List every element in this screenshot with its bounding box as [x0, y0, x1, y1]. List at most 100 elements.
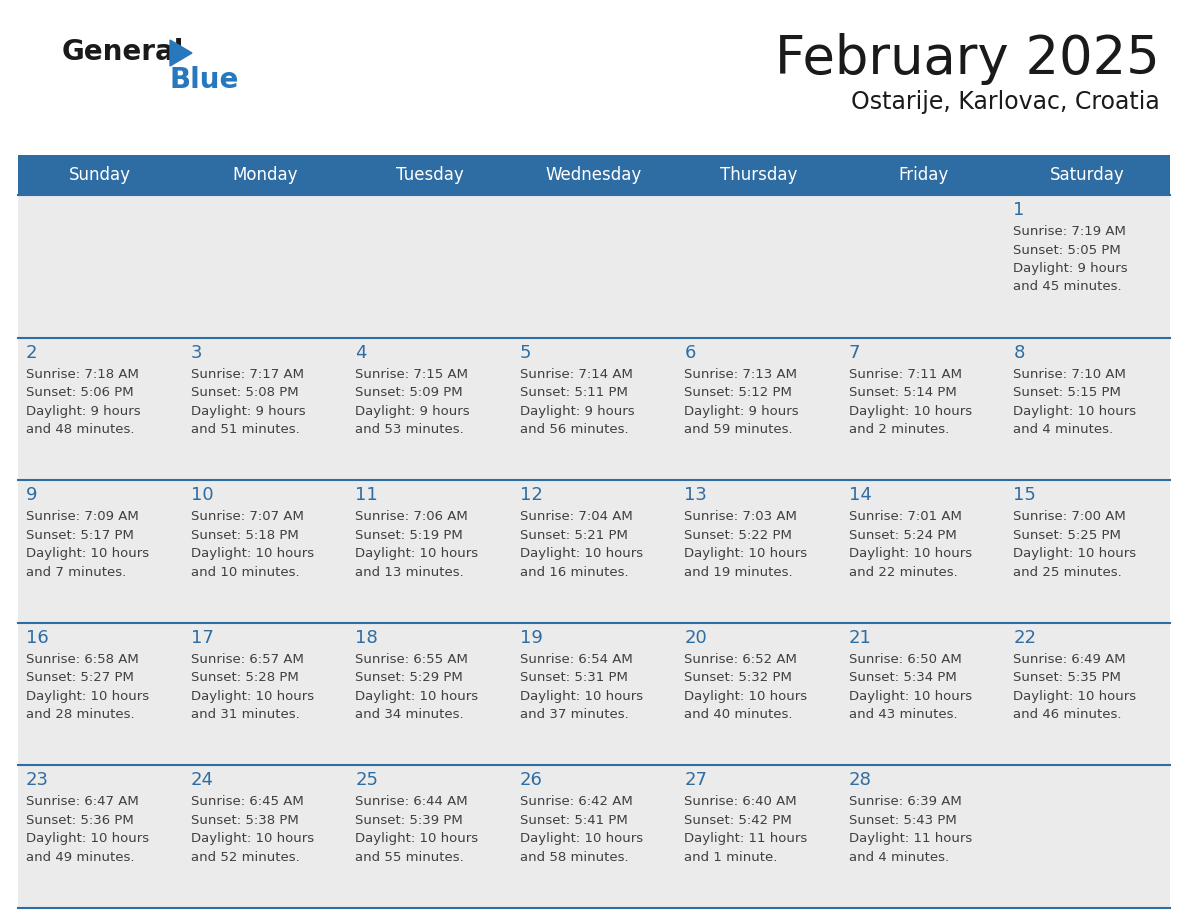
Bar	[512, 338, 676, 480]
Text: Sunrise: 6:42 AM: Sunrise: 6:42 AM	[519, 795, 632, 809]
Text: Sunset: 5:09 PM: Sunset: 5:09 PM	[355, 386, 463, 399]
Text: Daylight: 10 hours: Daylight: 10 hours	[1013, 405, 1137, 418]
Bar	[1005, 766, 1170, 908]
Bar	[512, 766, 676, 908]
Bar	[1005, 155, 1170, 195]
Text: and 34 minutes.: and 34 minutes.	[355, 709, 463, 722]
Text: Sunrise: 7:18 AM: Sunrise: 7:18 AM	[26, 367, 139, 381]
Text: 9: 9	[26, 487, 38, 504]
Text: Sunset: 5:28 PM: Sunset: 5:28 PM	[190, 671, 298, 684]
Text: and 2 minutes.: and 2 minutes.	[849, 423, 949, 436]
Text: 20: 20	[684, 629, 707, 647]
Text: Tuesday: Tuesday	[396, 166, 463, 184]
Text: Sunrise: 7:07 AM: Sunrise: 7:07 AM	[190, 510, 303, 523]
Text: Daylight: 11 hours: Daylight: 11 hours	[684, 833, 808, 845]
Text: 26: 26	[519, 771, 543, 789]
Text: and 28 minutes.: and 28 minutes.	[26, 709, 134, 722]
Text: Sunrise: 6:55 AM: Sunrise: 6:55 AM	[355, 653, 468, 666]
Text: 19: 19	[519, 629, 543, 647]
Text: and 58 minutes.: and 58 minutes.	[519, 851, 628, 864]
Text: Sunset: 5:22 PM: Sunset: 5:22 PM	[684, 529, 792, 542]
Text: Sunset: 5:42 PM: Sunset: 5:42 PM	[684, 814, 792, 827]
Text: and 53 minutes.: and 53 minutes.	[355, 423, 463, 436]
Text: Daylight: 10 hours: Daylight: 10 hours	[26, 547, 150, 560]
Text: Daylight: 10 hours: Daylight: 10 hours	[849, 689, 972, 703]
Text: Sunrise: 7:19 AM: Sunrise: 7:19 AM	[1013, 225, 1126, 238]
Text: and 48 minutes.: and 48 minutes.	[26, 423, 134, 436]
Bar	[676, 622, 841, 766]
Text: Sunset: 5:24 PM: Sunset: 5:24 PM	[849, 529, 956, 542]
Text: Sunrise: 7:04 AM: Sunrise: 7:04 AM	[519, 510, 632, 523]
Text: Sunset: 5:38 PM: Sunset: 5:38 PM	[190, 814, 298, 827]
Text: 7: 7	[849, 343, 860, 362]
Bar	[347, 480, 512, 622]
Bar	[347, 338, 512, 480]
Bar	[676, 195, 841, 338]
Text: Daylight: 10 hours: Daylight: 10 hours	[355, 689, 479, 703]
Text: Sunset: 5:32 PM: Sunset: 5:32 PM	[684, 671, 792, 684]
Bar	[18, 622, 183, 766]
Bar	[512, 155, 676, 195]
Bar	[676, 766, 841, 908]
Bar	[347, 622, 512, 766]
Text: Sunset: 5:43 PM: Sunset: 5:43 PM	[849, 814, 956, 827]
Bar	[183, 766, 347, 908]
Text: Daylight: 10 hours: Daylight: 10 hours	[26, 689, 150, 703]
Text: Sunrise: 6:52 AM: Sunrise: 6:52 AM	[684, 653, 797, 666]
Text: 6: 6	[684, 343, 696, 362]
Text: Sunset: 5:08 PM: Sunset: 5:08 PM	[190, 386, 298, 399]
Text: and 31 minutes.: and 31 minutes.	[190, 709, 299, 722]
Text: Friday: Friday	[898, 166, 948, 184]
Text: Sunrise: 6:58 AM: Sunrise: 6:58 AM	[26, 653, 139, 666]
Text: and 7 minutes.: and 7 minutes.	[26, 565, 126, 578]
Bar	[841, 480, 1005, 622]
Text: Sunset: 5:19 PM: Sunset: 5:19 PM	[355, 529, 463, 542]
Text: Daylight: 10 hours: Daylight: 10 hours	[849, 405, 972, 418]
Text: Sunset: 5:25 PM: Sunset: 5:25 PM	[1013, 529, 1121, 542]
Text: 15: 15	[1013, 487, 1036, 504]
Bar	[18, 480, 183, 622]
Text: 28: 28	[849, 771, 872, 789]
Bar	[841, 195, 1005, 338]
Text: Sunset: 5:12 PM: Sunset: 5:12 PM	[684, 386, 792, 399]
Text: 5: 5	[519, 343, 531, 362]
Text: Sunrise: 7:00 AM: Sunrise: 7:00 AM	[1013, 510, 1126, 523]
Text: Daylight: 10 hours: Daylight: 10 hours	[519, 547, 643, 560]
Bar	[841, 338, 1005, 480]
Text: Sunrise: 7:13 AM: Sunrise: 7:13 AM	[684, 367, 797, 381]
Bar	[183, 155, 347, 195]
Bar	[18, 155, 183, 195]
Text: and 40 minutes.: and 40 minutes.	[684, 709, 792, 722]
Text: Sunrise: 6:44 AM: Sunrise: 6:44 AM	[355, 795, 468, 809]
Bar	[183, 480, 347, 622]
Text: Sunrise: 7:09 AM: Sunrise: 7:09 AM	[26, 510, 139, 523]
Text: Sunset: 5:06 PM: Sunset: 5:06 PM	[26, 386, 133, 399]
Text: Sunrise: 6:49 AM: Sunrise: 6:49 AM	[1013, 653, 1126, 666]
Text: and 55 minutes.: and 55 minutes.	[355, 851, 463, 864]
Bar	[1005, 480, 1170, 622]
Text: 11: 11	[355, 487, 378, 504]
Text: 3: 3	[190, 343, 202, 362]
Text: Sunset: 5:05 PM: Sunset: 5:05 PM	[1013, 243, 1121, 256]
Text: and 22 minutes.: and 22 minutes.	[849, 565, 958, 578]
Bar	[841, 155, 1005, 195]
Text: Sunset: 5:14 PM: Sunset: 5:14 PM	[849, 386, 956, 399]
Text: Blue: Blue	[170, 66, 239, 94]
Text: and 45 minutes.: and 45 minutes.	[1013, 281, 1121, 294]
Text: 24: 24	[190, 771, 214, 789]
Text: Daylight: 9 hours: Daylight: 9 hours	[355, 405, 469, 418]
Text: Sunset: 5:34 PM: Sunset: 5:34 PM	[849, 671, 956, 684]
Bar	[18, 338, 183, 480]
Bar	[347, 195, 512, 338]
Text: Sunrise: 7:15 AM: Sunrise: 7:15 AM	[355, 367, 468, 381]
Bar	[512, 195, 676, 338]
Bar	[183, 622, 347, 766]
Text: and 1 minute.: and 1 minute.	[684, 851, 778, 864]
Text: and 52 minutes.: and 52 minutes.	[190, 851, 299, 864]
Text: Sunset: 5:41 PM: Sunset: 5:41 PM	[519, 814, 627, 827]
Bar	[18, 195, 183, 338]
Bar	[1005, 622, 1170, 766]
Text: Daylight: 10 hours: Daylight: 10 hours	[849, 547, 972, 560]
Text: Daylight: 10 hours: Daylight: 10 hours	[1013, 547, 1137, 560]
Text: 25: 25	[355, 771, 378, 789]
